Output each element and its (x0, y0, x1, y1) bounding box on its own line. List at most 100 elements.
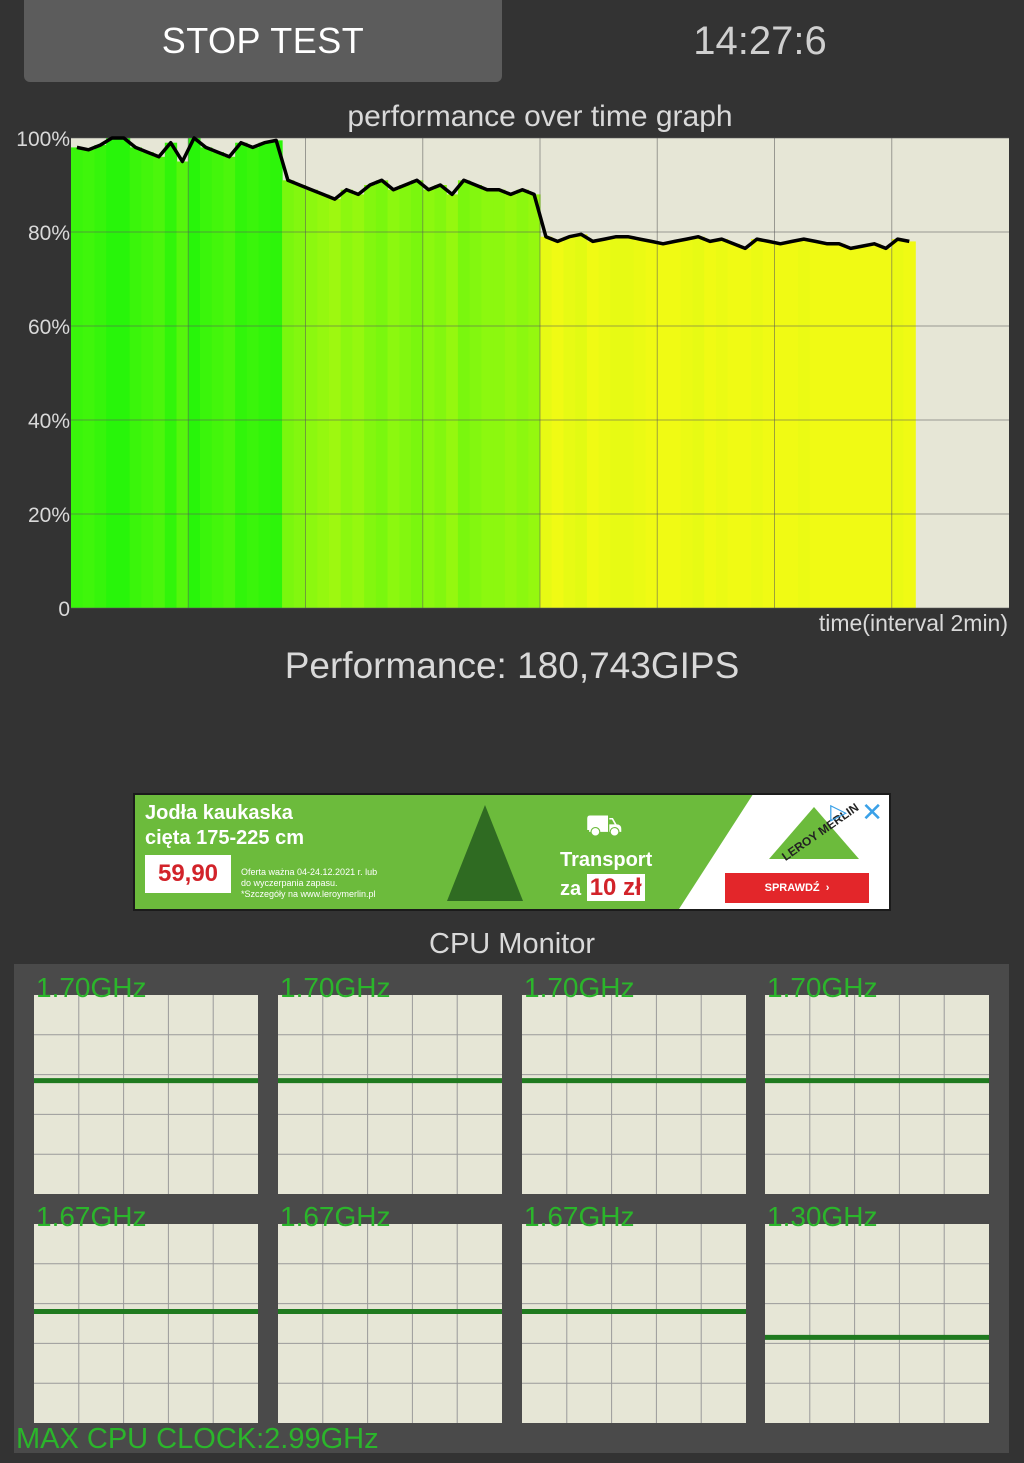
performance-bar (71, 147, 84, 608)
performance-bar (633, 239, 647, 609)
performance-bar (129, 147, 142, 608)
performance-bar (856, 246, 869, 608)
performance-bar (258, 142, 271, 608)
core-graph (522, 995, 746, 1194)
performance-bar (188, 138, 201, 608)
time-axis-label: time(interval 2min) (818, 610, 1008, 636)
performance-bar (211, 152, 225, 608)
info-icon[interactable]: ▷ (830, 799, 847, 824)
performance-bar (481, 189, 494, 608)
performance-bar (293, 185, 307, 608)
y-tick-label: 40% (28, 410, 70, 433)
core-frequency: 1.30GHz (767, 1201, 878, 1232)
max-cpu-clock: MAX CPU CLOCK:2.99GHz (16, 1423, 379, 1455)
performance-bar (164, 142, 178, 608)
performance-bar (540, 236, 553, 608)
close-icon[interactable]: ✕ (861, 797, 883, 827)
performance-bar (551, 241, 565, 608)
performance-bar (528, 194, 541, 608)
performance-bar (833, 243, 846, 608)
performance-bar (375, 180, 389, 609)
ad-title: Jodła kaukaska cięta 175-225 cm (145, 802, 305, 849)
performance-bar (598, 239, 611, 609)
performance-bar (575, 234, 588, 608)
performance-bar (809, 241, 822, 608)
y-tick-label: 0 (58, 598, 70, 620)
performance-bar (657, 243, 670, 608)
core-graph (34, 995, 258, 1194)
core-frequency: 1.67GHz (36, 1201, 147, 1232)
performance-bar (739, 248, 752, 608)
performance-bar (880, 248, 893, 608)
performance-bar (446, 194, 459, 608)
performance-bar (223, 156, 236, 609)
performance-bar (668, 241, 682, 608)
core-frequency: 1.67GHz (524, 1201, 635, 1232)
performance-bar (704, 241, 717, 608)
performance-bar (387, 189, 400, 608)
performance-bar (94, 145, 107, 609)
performance-bar (399, 185, 412, 608)
y-tick-label: 80% (28, 222, 70, 245)
performance-bar (434, 185, 447, 608)
core-frequency: 1.70GHz (280, 972, 391, 1003)
core-graph (765, 1224, 989, 1423)
performance-bar (352, 194, 365, 608)
ad-cta-button[interactable]: SPRAWDŹ › (725, 873, 869, 903)
performance-bar (516, 189, 529, 608)
performance-bar (422, 189, 436, 608)
core-graph (522, 1224, 746, 1423)
performance-bar (868, 243, 881, 608)
performance-bar (774, 243, 787, 608)
cpu-monitor-panel: 1.70GHz 1.70GHz 1.70GHz 1.70GHz 1.67GHz 1.67G… (14, 964, 1009, 1453)
core-graph (765, 995, 989, 1194)
performance-bar (715, 239, 729, 609)
core-graph (278, 995, 502, 1194)
performance-bar (610, 236, 623, 608)
cpu-monitor-title: CPU Monitor (429, 928, 595, 960)
ad-transport: Transport za 10 zł (560, 849, 653, 901)
cpu-core-graphs: 1.70GHz 1.70GHz 1.70GHz 1.70GHz 1.67GHz 1.67G… (34, 972, 989, 1423)
performance-bar (680, 239, 694, 609)
y-tick-label: 100% (16, 128, 70, 151)
performance-bar (176, 161, 189, 608)
performance-bar (751, 239, 764, 609)
performance-bar (411, 180, 424, 609)
performance-bar (457, 180, 471, 609)
ad-price: 59,90 (145, 855, 231, 893)
performance-bar (117, 138, 131, 608)
performance-bar (797, 239, 811, 609)
performance-bar (305, 189, 318, 608)
stop-test-button[interactable]: STOP TEST (24, 0, 502, 82)
ad-banner[interactable]: Jodła kaukaska cięta 175-225 cm 59,90 Of… (133, 793, 891, 911)
y-tick-label: 20% (28, 504, 70, 527)
performance-bar (586, 241, 600, 608)
performance-bar (340, 189, 353, 608)
performance-value: Performance: 180,743GIPS (284, 645, 740, 686)
performance-bar (622, 236, 635, 608)
performance-line (76, 136, 910, 251)
elapsed-clock: 14:27:6 (693, 18, 827, 63)
performance-bar (762, 241, 776, 608)
performance-bar (903, 241, 916, 608)
performance-bar (563, 236, 576, 608)
performance-bar (246, 147, 260, 608)
performance-chart: 0 20% 40% 60% 80% 100% (16, 128, 1009, 620)
performance-bar (727, 243, 740, 608)
performance-bar (270, 140, 283, 608)
core-graph (34, 1224, 258, 1423)
performance-bar (786, 241, 799, 608)
y-tick-label: 60% (28, 316, 70, 339)
core-graph (278, 1224, 502, 1423)
performance-bar (199, 147, 213, 608)
graph-title: performance over time graph (347, 100, 733, 133)
christmas-tree-icon (447, 805, 523, 901)
performance-bar (692, 236, 705, 608)
core-frequency: 1.70GHz (767, 972, 878, 1003)
performance-bar (645, 241, 658, 608)
performance-bar (493, 189, 506, 608)
truck-icon: ⛟ (585, 809, 623, 842)
ad-fine-print: Oferta ważna 04-24.12.2021 r. lub do wyc… (241, 867, 378, 899)
core-frequency: 1.70GHz (36, 972, 147, 1003)
performance-bar (235, 142, 248, 608)
